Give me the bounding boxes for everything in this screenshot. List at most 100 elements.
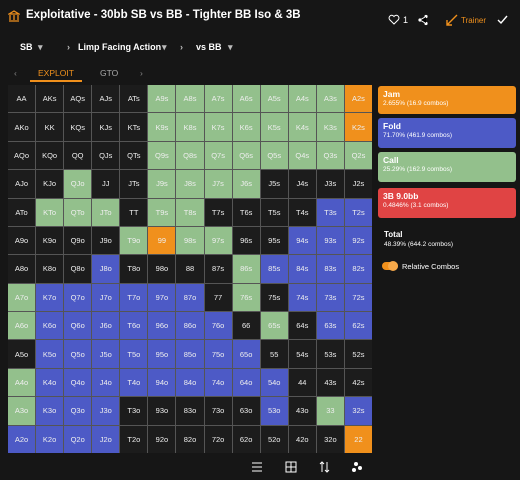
hand-cell[interactable]: 88 xyxy=(176,255,204,283)
hand-cell[interactable]: 85o xyxy=(176,340,204,368)
hand-cell[interactable]: Q2s xyxy=(344,141,372,170)
hand-cell[interactable]: 54o xyxy=(260,368,288,397)
hand-cell[interactable]: QJo xyxy=(64,170,92,198)
hand-cell[interactable]: KQo xyxy=(36,141,64,170)
hand-cell[interactable]: Q6s xyxy=(232,141,260,170)
hand-cell[interactable]: AJo xyxy=(8,170,36,198)
like-icon[interactable] xyxy=(388,14,400,25)
hand-cell[interactable]: A5s xyxy=(260,85,288,113)
hand-cell[interactable]: KJs xyxy=(92,113,120,141)
hand-cell[interactable]: 85s xyxy=(260,255,288,283)
hand-cell[interactable]: 84s xyxy=(288,255,316,283)
hand-cell[interactable]: A9s xyxy=(148,85,176,113)
hand-cell[interactable]: QTs xyxy=(120,141,148,170)
hand-cell[interactable]: KQs xyxy=(64,113,92,141)
hand-cell[interactable]: Q4s xyxy=(288,141,316,170)
hand-cell[interactable]: A2s xyxy=(344,85,372,113)
hand-cell[interactable]: T9s xyxy=(148,198,176,226)
hand-cell[interactable]: T2o xyxy=(120,425,148,453)
hand-cell[interactable]: J5o xyxy=(92,340,120,368)
hand-cell[interactable]: 82s xyxy=(344,255,372,283)
hand-cell[interactable]: Q4o xyxy=(64,368,92,397)
hand-cell[interactable]: K5s xyxy=(260,113,288,141)
hand-cell[interactable]: 92s xyxy=(344,226,372,255)
hand-cell[interactable]: 42o xyxy=(288,425,316,453)
hand-cell[interactable]: 43o xyxy=(288,397,316,425)
hand-cell[interactable]: 74o xyxy=(204,368,232,397)
hand-cell[interactable]: A6o xyxy=(8,312,36,340)
hand-cell[interactable]: AQs xyxy=(64,85,92,113)
hand-cell[interactable]: JTo xyxy=(92,198,120,226)
hand-cell[interactable]: JTs xyxy=(120,170,148,198)
hand-cell[interactable]: K6o xyxy=(36,312,64,340)
hand-cell[interactable]: 94s xyxy=(288,226,316,255)
hand-cell[interactable]: 55 xyxy=(260,340,288,368)
hand-cell[interactable]: 75s xyxy=(260,283,288,312)
hand-cell[interactable]: T6s xyxy=(232,198,260,226)
hand-cell[interactable]: 95s xyxy=(260,226,288,255)
hand-cell[interactable]: 52o xyxy=(260,425,288,453)
hand-cell[interactable]: 64o xyxy=(232,368,260,397)
hand-cell[interactable]: A8o xyxy=(8,255,36,283)
hand-cell[interactable]: 94o xyxy=(148,368,176,397)
hand-cell[interactable]: T7o xyxy=(120,283,148,312)
hand-cell[interactable]: 42s xyxy=(344,368,372,397)
hand-cell[interactable]: Q8s xyxy=(176,141,204,170)
hand-cell[interactable]: K8s xyxy=(176,113,204,141)
hand-cell[interactable]: QJs xyxy=(92,141,120,170)
hand-cell[interactable]: A4s xyxy=(288,85,316,113)
hand-cell[interactable]: K3o xyxy=(36,397,64,425)
hand-cell[interactable]: K4s xyxy=(288,113,316,141)
tab-exploit[interactable]: EXPLOIT xyxy=(38,68,74,78)
hand-cell[interactable]: QQ xyxy=(64,141,92,170)
hand-cell[interactable]: 22 xyxy=(344,425,372,453)
hand-cell[interactable]: AKo xyxy=(8,113,36,141)
hand-cell[interactable]: 86o xyxy=(176,312,204,340)
hand-cell[interactable]: A5o xyxy=(8,340,36,368)
hand-cell[interactable]: AJs xyxy=(92,85,120,113)
hand-cell[interactable]: 86s xyxy=(232,255,260,283)
hand-cell[interactable]: 62s xyxy=(344,312,372,340)
hand-cell[interactable]: T3s xyxy=(316,198,344,226)
hand-cell[interactable]: A7o xyxy=(8,283,36,312)
hand-cell[interactable]: JJ xyxy=(92,170,120,198)
hand-cell[interactable]: A9o xyxy=(8,226,36,255)
trainer-icon[interactable] xyxy=(446,14,458,26)
hand-cell[interactable]: 72o xyxy=(204,425,232,453)
hand-cell[interactable]: 72s xyxy=(344,283,372,312)
hand-cell[interactable]: T7s xyxy=(204,198,232,226)
hand-cell[interactable]: J6o xyxy=(92,312,120,340)
hand-cell[interactable]: K7s xyxy=(204,113,232,141)
hand-cell[interactable]: 99 xyxy=(148,226,176,255)
hand-cell[interactable]: T4s xyxy=(288,198,316,226)
trainer-button[interactable]: Trainer xyxy=(461,16,487,25)
hand-cell[interactable]: 63s xyxy=(316,312,344,340)
hand-cell[interactable]: K8o xyxy=(36,255,64,283)
hand-cell[interactable]: 73o xyxy=(204,397,232,425)
hand-cell[interactable]: 63o xyxy=(232,397,260,425)
hand-cell[interactable]: 84o xyxy=(176,368,204,397)
hand-cell[interactable]: AKs xyxy=(36,85,64,113)
hand-cell[interactable]: Q5s xyxy=(260,141,288,170)
hand-cell[interactable]: J4s xyxy=(288,170,316,198)
hand-cell[interactable]: 83o xyxy=(176,397,204,425)
hand-cell[interactable]: KK xyxy=(36,113,64,141)
hand-cell[interactable]: Q8o xyxy=(64,255,92,283)
hand-cell[interactable]: 73s xyxy=(316,283,344,312)
hand-cell[interactable]: 32s xyxy=(344,397,372,425)
hand-cell[interactable]: 82o xyxy=(176,425,204,453)
hand-cell[interactable]: 97s xyxy=(204,226,232,255)
hand-cell[interactable]: AA xyxy=(8,85,36,113)
nav-opponent[interactable]: vs BB xyxy=(196,42,222,52)
hand-cell[interactable]: A2o xyxy=(8,425,36,453)
hand-cell[interactable]: 98s xyxy=(176,226,204,255)
hand-cell[interactable]: J4o xyxy=(92,368,120,397)
hand-cell[interactable]: T3o xyxy=(120,397,148,425)
hand-cell[interactable]: 83s xyxy=(316,255,344,283)
hand-cell[interactable]: T5s xyxy=(260,198,288,226)
hand-cell[interactable]: 53o xyxy=(260,397,288,425)
hand-cell[interactable]: Q6o xyxy=(64,312,92,340)
hand-cell[interactable]: 43s xyxy=(316,368,344,397)
check-icon[interactable] xyxy=(497,15,508,25)
hand-cell[interactable]: J9s xyxy=(148,170,176,198)
